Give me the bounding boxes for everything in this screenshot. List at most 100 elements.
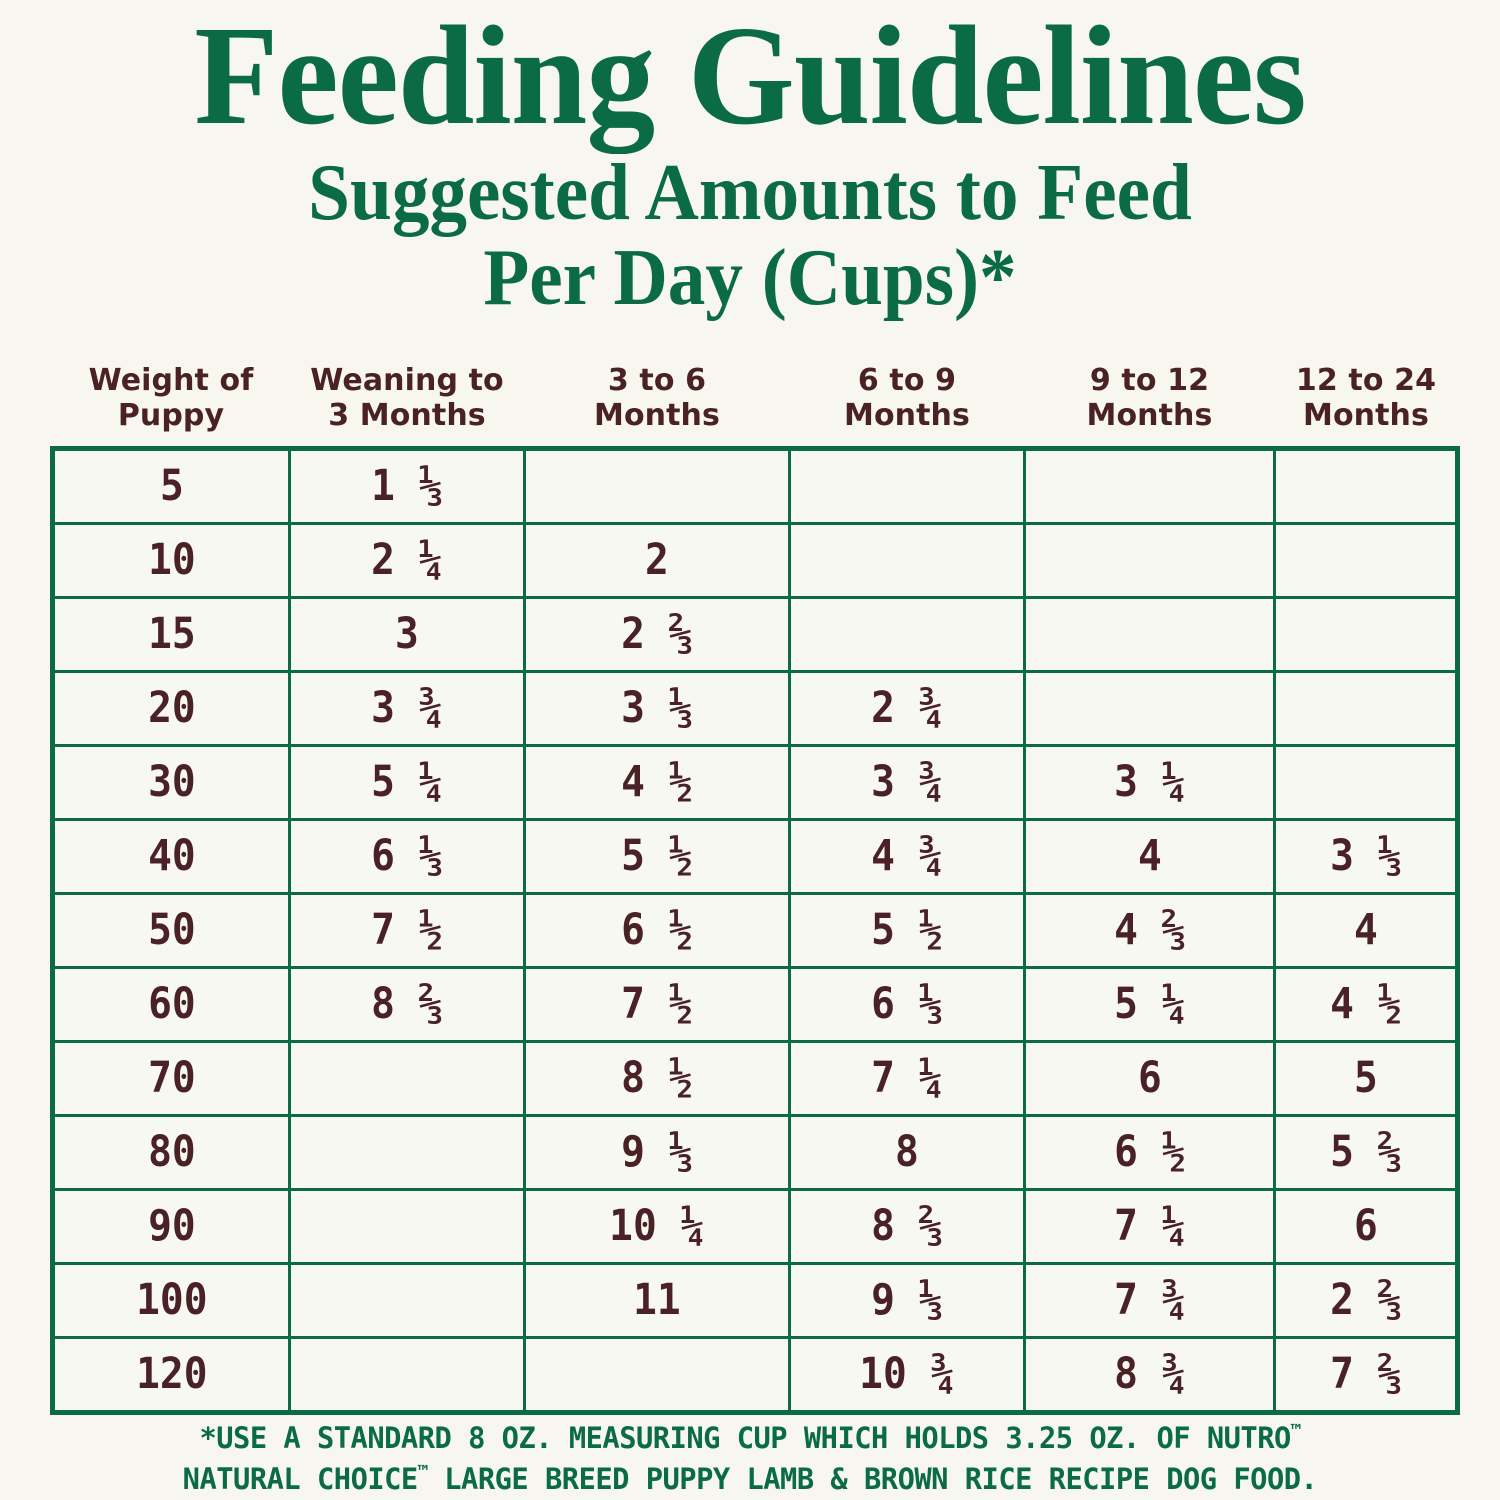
cell-value: 2 ⅔ [621,609,693,660]
table-header: Weight of Puppy Weaning to 3 Months 3 to… [53,363,1458,448]
cell-6-to-9-months [788,521,1026,599]
column-header-12-to-24-months: 12 to 24 Months [1275,363,1458,448]
cell-value: 4 ⅔ [1113,905,1186,956]
cell-9-to-12-months: 7 ¾ [1023,1261,1276,1339]
cell-value: 4 ½ [621,757,693,808]
table-row: 90 10 ¼ 8 ⅔ 7 ¼ 6 [50,1187,1460,1265]
cell-weight: 30 [50,743,291,821]
cell-9-to-12-months [1023,445,1276,525]
cell-12-to-24-months: 5 [1273,1039,1460,1117]
header-line-1: 9 to 12 [1089,363,1210,398]
cell-value: 2 [645,535,669,586]
cell-value: 4 [1353,905,1378,956]
cell-value: 1 ⅓ [371,461,443,512]
cell-value: 50 [147,905,196,956]
cell-weaning-to-3-months: 1 ⅓ [288,445,526,525]
cell-weaning-to-3-months: 3 [288,595,526,673]
cell-value: 8 ⅔ [871,1201,943,1252]
cell-value: 6 [1137,1053,1162,1104]
cell-3-to-6-months: 2 ⅔ [523,595,791,673]
column-header-weaning-to-3-months: Weaning to 3 Months [290,363,525,448]
footnote-line-2: NATURAL CHOICE™ LARGE BREED PUPPY LAMB &… [43,1459,1457,1500]
cell-value: 3 ¼ [1113,757,1186,808]
cell-9-to-12-months: 4 [1023,817,1276,895]
cell-weight: 70 [50,1039,291,1117]
cell-3-to-6-months: 2 [523,521,791,599]
cell-12-to-24-months: 5 ⅔ [1273,1113,1460,1191]
cell-9-to-12-months [1023,595,1276,673]
cell-value: 6 [1353,1201,1378,1252]
cell-3-to-6-months: 11 [523,1261,791,1339]
cell-6-to-9-months: 5 ½ [788,891,1026,969]
cell-value: 4 ½ [1329,979,1402,1030]
cell-6-to-9-months: 4 ¾ [788,817,1026,895]
cell-6-to-9-months [788,595,1026,673]
cell-value: 10 [147,535,196,586]
cell-weaning-to-3-months [288,1113,526,1191]
table-row: 100 11 9 ⅓ 7 ¾ 2 ⅔ [50,1261,1460,1339]
cell-weight: 120 [50,1335,291,1415]
cell-weaning-to-3-months: 5 ¼ [288,743,526,821]
table-row: 15 3 2 ⅔ [50,595,1460,673]
cell-weaning-to-3-months: 6 ⅓ [288,817,526,895]
table-row: 5 1 ⅓ [50,445,1460,525]
page-title: Feeding Guidelines [194,0,1306,154]
page-subtitle: Suggested Amounts to Feed Per Day (Cups)… [45,151,1455,321]
cell-weaning-to-3-months [288,1261,526,1339]
cell-value: 5 [1353,1053,1378,1104]
header-line-2: Months [594,397,720,433]
cell-weight: 80 [50,1113,291,1191]
header-line-2: Months [1086,397,1213,433]
trademark-icon: ™ [1290,1420,1302,1442]
header-line-1: 12 to 24 [1295,363,1437,398]
cell-weight: 40 [50,817,291,895]
cell-weight: 5 [50,445,291,525]
cell-value: 5 ⅔ [1329,1127,1402,1178]
cell-value: 4 ¾ [871,831,943,882]
table-body: 5 1 ⅓ 10 2 ¼ 2 15 3 2 ⅔ 20 3 ¾ 3 ⅓ 2 ¾ 30 5 ¼ 4 ½ 3 ¾ 3 … [50,445,1460,1415]
header-line-1: Weaning to [310,363,504,398]
cell-value: 3 [395,609,419,660]
cell-9-to-12-months: 5 ¼ [1023,965,1276,1043]
cell-value: 60 [147,979,196,1030]
cell-12-to-24-months: 7 ⅔ [1273,1335,1460,1415]
cell-weight: 60 [50,965,291,1043]
cell-value: 6 ⅓ [371,831,443,882]
cell-value: 2 ¾ [871,683,943,734]
cell-weight: 20 [50,669,291,747]
cell-3-to-6-months: 4 ½ [523,743,791,821]
cell-weaning-to-3-months [288,1039,526,1117]
cell-value: 7 ¼ [1113,1201,1186,1252]
table-row: 50 7 ½ 6 ½ 5 ½ 4 ⅔ 4 [50,891,1460,969]
column-header-9-to-12-months: 9 to 12 Months [1025,363,1275,448]
cell-9-to-12-months: 6 ½ [1023,1113,1276,1191]
cell-value: 8 ⅔ [371,979,443,1030]
table-row: 70 8 ½ 7 ¼ 6 5 [50,1039,1460,1117]
cell-value: 10 ¼ [609,1201,705,1252]
cell-value: 7 ½ [371,905,443,956]
header-line-1: 6 to 9 [857,363,957,398]
cell-weaning-to-3-months: 8 ⅔ [288,965,526,1043]
feeding-amounts-table: Weight of Puppy Weaning to 3 Months 3 to… [50,363,1460,1415]
cell-value: 7 ½ [621,979,693,1030]
cell-9-to-12-months: 8 ¾ [1023,1335,1276,1415]
cell-value: 3 ¾ [371,683,443,734]
cell-6-to-9-months: 8 [788,1113,1026,1191]
footnote-line-2-text-b: LARGE BREED PUPPY LAMB & BROWN RICE RECI… [427,1462,1318,1497]
cell-weight: 50 [50,891,291,969]
cell-value: 9 ⅓ [621,1127,693,1178]
cell-value: 20 [147,683,196,734]
table-row: 60 8 ⅔ 7 ½ 6 ⅓ 5 ¼ 4 ½ [50,965,1460,1043]
cell-value: 6 ½ [1113,1127,1186,1178]
cell-value: 5 ½ [621,831,693,882]
column-header-6-to-9-months: 6 to 9 Months [790,363,1025,448]
footnote: *USE A STANDARD 8 OZ. MEASURING CUP WHIC… [0,1418,1500,1500]
footnote-line-1: *USE A STANDARD 8 OZ. MEASURING CUP WHIC… [43,1418,1457,1459]
cell-12-to-24-months [1273,521,1460,599]
cell-value: 7 ⅔ [1329,1349,1402,1400]
cell-12-to-24-months [1273,743,1460,821]
cell-12-to-24-months: 4 [1273,891,1460,969]
cell-value: 40 [147,831,196,882]
cell-6-to-9-months: 8 ⅔ [788,1187,1026,1265]
cell-value: 3 ⅓ [1329,831,1402,882]
